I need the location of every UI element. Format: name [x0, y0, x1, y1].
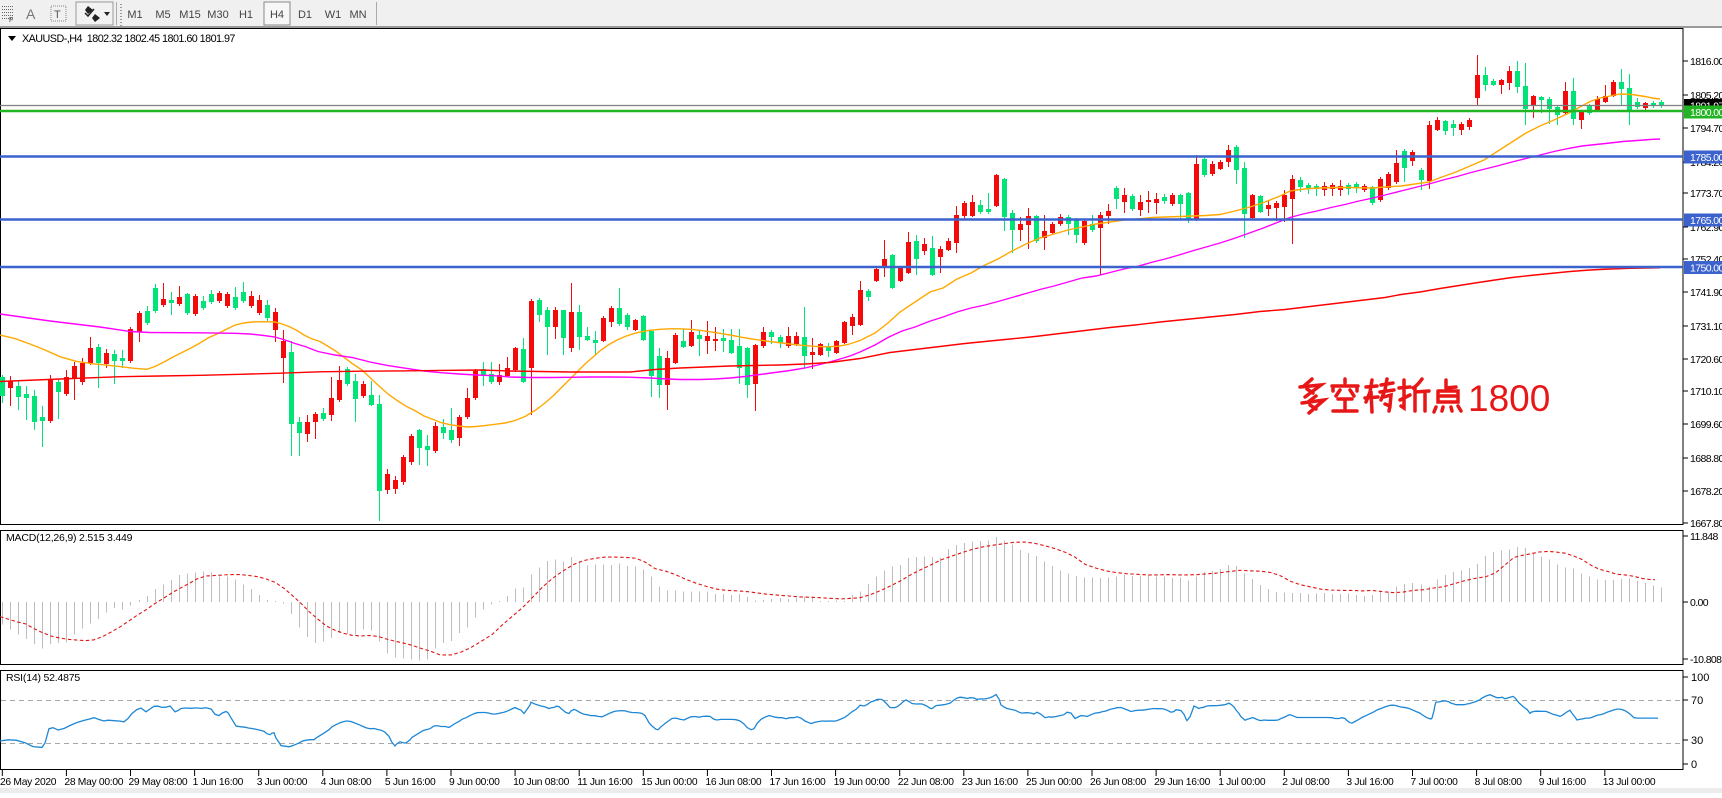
svg-text:8 Jul 08:00: 8 Jul 08:00: [1475, 777, 1523, 788]
svg-text:1750.00: 1750.00: [1690, 263, 1722, 275]
svg-text:1699.60: 1699.60: [1690, 419, 1722, 431]
svg-text:25 Jun 00:00: 25 Jun 00:00: [1026, 777, 1083, 788]
svg-text:9 Jun 00:00: 9 Jun 00:00: [449, 777, 500, 788]
svg-text:100: 100: [1691, 672, 1709, 684]
svg-text:0: 0: [1691, 759, 1697, 771]
svg-text:-10.808: -10.808: [1690, 654, 1722, 666]
svg-text:1794.70: 1794.70: [1690, 123, 1722, 135]
svg-text:5 Jun 16:00: 5 Jun 16:00: [385, 777, 436, 788]
svg-text:11 Jun 16:00: 11 Jun 16:00: [577, 777, 633, 788]
svg-text:1800: 1800: [1468, 378, 1550, 419]
svg-text:15 Jun 00:00: 15 Jun 00:00: [641, 777, 698, 788]
svg-text:26 Jun 08:00: 26 Jun 08:00: [1090, 777, 1147, 788]
svg-text:26 May 2020: 26 May 2020: [0, 777, 57, 788]
svg-text:M5: M5: [155, 9, 170, 21]
svg-text:30: 30: [1691, 735, 1703, 747]
svg-text:7 Jul 00:00: 7 Jul 00:00: [1411, 777, 1459, 788]
svg-text:M1: M1: [127, 9, 142, 21]
svg-text:1741.90: 1741.90: [1690, 287, 1722, 299]
svg-text:3 Jul 16:00: 3 Jul 16:00: [1346, 777, 1394, 788]
svg-text:1678.20: 1678.20: [1690, 486, 1722, 498]
svg-text:XAUUSD-,H4 1802.32 1802.45 18: XAUUSD-,H4 1802.32 1802.45 1801.60 1801.…: [22, 33, 235, 45]
svg-text:1720.60: 1720.60: [1690, 354, 1722, 366]
svg-text:1816.00: 1816.00: [1690, 56, 1722, 68]
svg-text:10 Jun 08:00: 10 Jun 08:00: [513, 777, 570, 788]
svg-text:11.848: 11.848: [1690, 531, 1718, 543]
svg-text:W1: W1: [325, 9, 342, 21]
svg-text:1710.10: 1710.10: [1690, 386, 1722, 398]
svg-text:1765.00: 1765.00: [1690, 215, 1722, 227]
svg-text:29 Jun 16:00: 29 Jun 16:00: [1154, 777, 1211, 788]
svg-text:19 Jun 00:00: 19 Jun 00:00: [834, 777, 891, 788]
svg-text:0.00: 0.00: [1690, 597, 1709, 609]
svg-text:1 Jun 16:00: 1 Jun 16:00: [193, 777, 244, 788]
svg-text:RSI(14) 52.4875: RSI(14) 52.4875: [6, 672, 80, 684]
svg-text:1688.80: 1688.80: [1690, 453, 1722, 465]
svg-text:MACD(12,26,9) 2.515 3.449: MACD(12,26,9) 2.515 3.449: [6, 532, 133, 544]
svg-text:H1: H1: [239, 9, 253, 21]
svg-text:F: F: [9, 17, 13, 24]
svg-text:22 Jun 08:00: 22 Jun 08:00: [898, 777, 955, 788]
svg-text:70: 70: [1691, 695, 1703, 707]
svg-text:1800.00: 1800.00: [1690, 107, 1722, 119]
svg-text:1731.10: 1731.10: [1690, 321, 1722, 333]
svg-text:1773.70: 1773.70: [1690, 188, 1722, 200]
svg-text:D1: D1: [298, 9, 312, 21]
svg-text:16 Jun 08:00: 16 Jun 08:00: [705, 777, 762, 788]
svg-text:T: T: [54, 9, 61, 21]
svg-text:H4: H4: [270, 9, 284, 21]
svg-text:23 Jun 16:00: 23 Jun 16:00: [962, 777, 1019, 788]
svg-text:1667.80: 1667.80: [1690, 518, 1722, 530]
svg-text:1785.00: 1785.00: [1690, 152, 1722, 164]
svg-text:13 Jul 00:00: 13 Jul 00:00: [1603, 777, 1656, 788]
svg-text:17 Jun 16:00: 17 Jun 16:00: [770, 777, 827, 788]
svg-text:2 Jul 08:00: 2 Jul 08:00: [1282, 777, 1330, 788]
svg-text:1 Jul 00:00: 1 Jul 00:00: [1218, 777, 1266, 788]
svg-text:4 Jun 08:00: 4 Jun 08:00: [321, 777, 372, 788]
svg-text:9 Jul 16:00: 9 Jul 16:00: [1539, 777, 1587, 788]
svg-text:M15: M15: [179, 9, 200, 21]
svg-text:28 May 00:00: 28 May 00:00: [64, 777, 123, 788]
svg-text:MN: MN: [349, 9, 366, 21]
svg-text:A: A: [26, 6, 36, 22]
svg-text:29 May 08:00: 29 May 08:00: [129, 777, 188, 788]
svg-text:M30: M30: [207, 9, 228, 21]
svg-text:3 Jun 00:00: 3 Jun 00:00: [257, 777, 308, 788]
